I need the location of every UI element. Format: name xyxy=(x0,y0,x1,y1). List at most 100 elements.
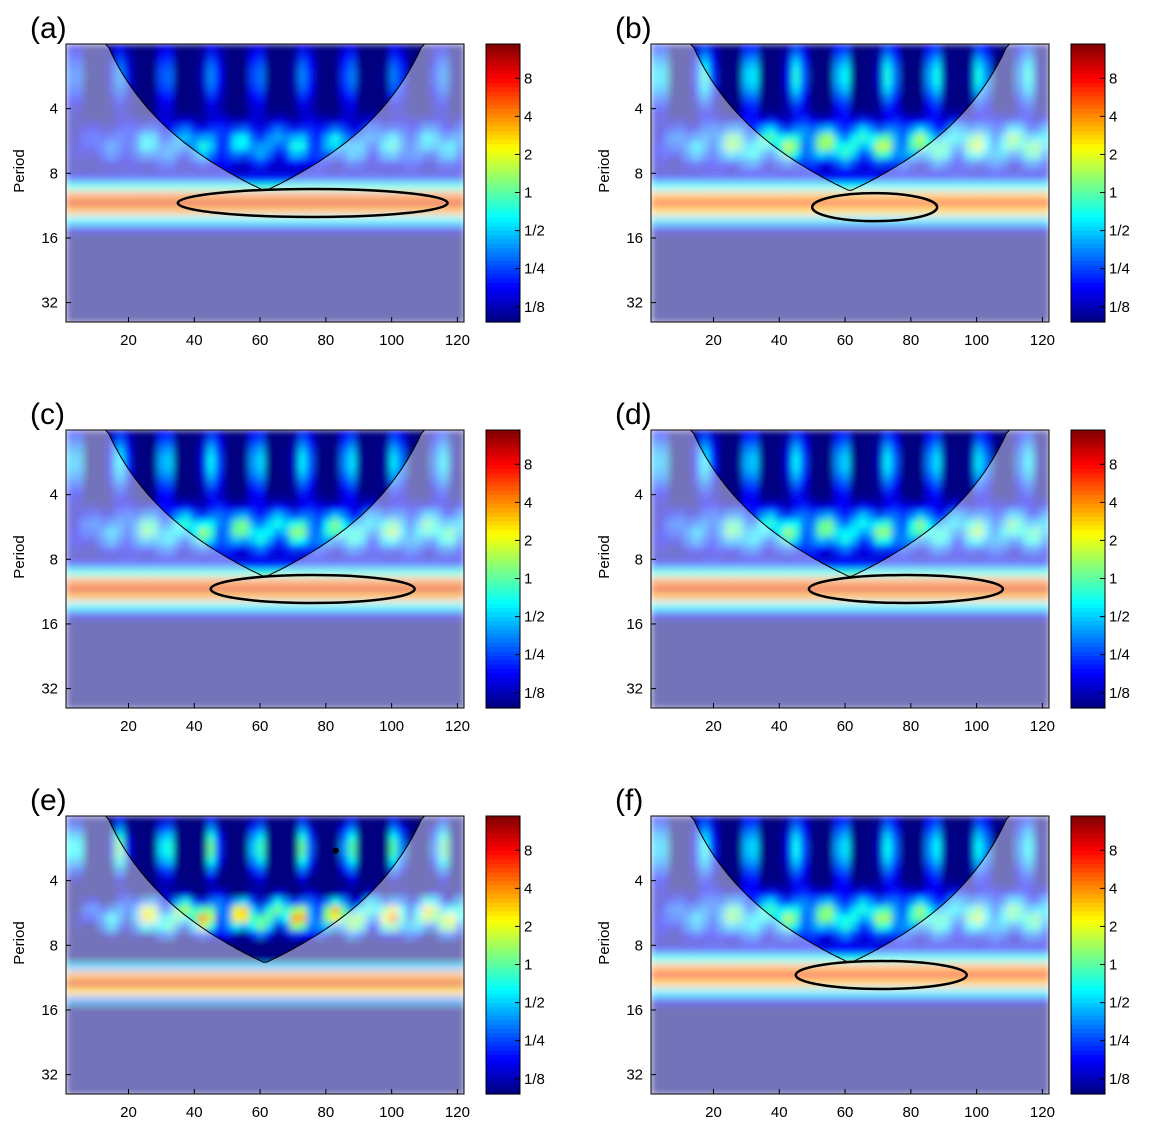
heatmap-cell xyxy=(809,109,818,118)
heatmap-cell xyxy=(298,85,307,94)
heatmap-cell xyxy=(290,60,299,69)
heatmap-cell xyxy=(282,134,291,143)
heatmap-cell xyxy=(726,60,735,69)
heatmap-cell xyxy=(157,77,166,86)
heatmap-cell xyxy=(290,512,299,521)
colorbar-cell xyxy=(1071,213,1105,218)
heatmap-cell xyxy=(232,93,241,102)
heatmap-cell xyxy=(265,487,274,496)
heatmap-cell xyxy=(717,69,726,78)
heatmap-cell xyxy=(406,52,415,61)
colorbar-cell xyxy=(1071,283,1105,288)
heatmap-cell xyxy=(734,85,743,94)
heatmap-cell xyxy=(273,69,282,78)
heatmap-cell xyxy=(257,495,266,504)
heatmap-cell xyxy=(273,134,282,143)
heatmap-cell xyxy=(825,134,834,143)
heatmap-cell xyxy=(348,69,357,78)
heatmap-cell xyxy=(182,60,191,69)
heatmap-cell xyxy=(232,44,241,53)
heatmap-cell xyxy=(199,495,208,504)
heatmap-cell xyxy=(891,52,900,61)
heatmap-cell xyxy=(858,167,867,176)
heatmap-cell xyxy=(166,93,175,102)
colorbar-cell xyxy=(486,166,520,171)
heatmap-cell xyxy=(257,479,266,488)
heatmap-cell xyxy=(174,487,183,496)
heatmap-cell xyxy=(166,69,175,78)
heatmap-cell xyxy=(273,118,282,127)
heatmap-cell xyxy=(365,69,374,78)
heatmap-cell xyxy=(900,77,909,86)
heatmap-cell xyxy=(323,77,332,86)
heatmap-cell xyxy=(348,463,357,472)
heatmap-cell xyxy=(257,134,266,143)
heatmap-cell xyxy=(775,118,784,127)
heatmap-cell xyxy=(348,85,357,94)
colorbar-cell xyxy=(1071,157,1105,162)
heatmap-cell xyxy=(157,495,166,504)
heatmap-cell xyxy=(867,134,876,143)
heatmap-cell xyxy=(132,52,141,61)
heatmap-cell xyxy=(149,463,158,472)
heatmap-cell xyxy=(273,126,282,135)
colorbar-cell xyxy=(1071,313,1105,318)
heatmap-cell xyxy=(273,544,282,553)
heatmap-cell xyxy=(850,77,859,86)
heatmap-cell xyxy=(290,150,299,159)
heatmap-cell xyxy=(282,487,291,496)
heatmap-cell xyxy=(950,101,959,110)
colorbar-cell xyxy=(1071,48,1105,53)
heatmap-cell xyxy=(323,118,332,127)
heatmap-cell xyxy=(867,118,876,127)
heatmap-cell xyxy=(709,60,718,69)
heatmap-cell xyxy=(265,561,274,570)
heatmap-cell xyxy=(166,438,175,447)
panel-label: (a) xyxy=(30,12,67,45)
colorbar-cell xyxy=(1071,196,1105,201)
heatmap-cell xyxy=(257,109,266,118)
heatmap-cell xyxy=(265,544,274,553)
heatmap-cell xyxy=(306,142,315,151)
heatmap-cell xyxy=(257,528,266,537)
heatmap-cell xyxy=(190,504,199,513)
heatmap-cell xyxy=(825,167,834,176)
heatmap-cell xyxy=(257,487,266,496)
heatmap-cell xyxy=(215,150,224,159)
heatmap-cell xyxy=(257,438,266,447)
heatmap-cell xyxy=(174,77,183,86)
heatmap-cell xyxy=(726,77,735,86)
heatmap-cell xyxy=(282,495,291,504)
heatmap-cell xyxy=(825,52,834,61)
heatmap-cell xyxy=(381,77,390,86)
heatmap-cell xyxy=(232,52,241,61)
heatmap-cell xyxy=(224,504,233,513)
heatmap-cell xyxy=(356,438,365,447)
heatmap-cell xyxy=(224,101,233,110)
heatmap-cell xyxy=(726,52,735,61)
heatmap-cell xyxy=(207,44,216,53)
heatmap-cell xyxy=(306,536,315,545)
heatmap-cell xyxy=(199,471,208,480)
heatmap-cell xyxy=(751,69,760,78)
heatmap-cell xyxy=(916,134,925,143)
heatmap-cell xyxy=(373,77,382,86)
heatmap-cell xyxy=(323,430,332,439)
heatmap-cell xyxy=(248,150,257,159)
heatmap-cell xyxy=(124,44,133,53)
heatmap-cell xyxy=(900,142,909,151)
heatmap-cell xyxy=(908,44,917,53)
heatmap-cell xyxy=(132,60,141,69)
heatmap-cell xyxy=(323,479,332,488)
heatmap-cell xyxy=(331,52,340,61)
heatmap-cell xyxy=(315,109,324,118)
heatmap-cell xyxy=(850,167,859,176)
heatmap-cell xyxy=(207,430,216,439)
heatmap-cell xyxy=(290,158,299,167)
heatmap-cell xyxy=(340,479,349,488)
heatmap-cell xyxy=(833,44,842,53)
heatmap-cell xyxy=(867,60,876,69)
heatmap-cell xyxy=(290,142,299,151)
heatmap-cell xyxy=(331,463,340,472)
